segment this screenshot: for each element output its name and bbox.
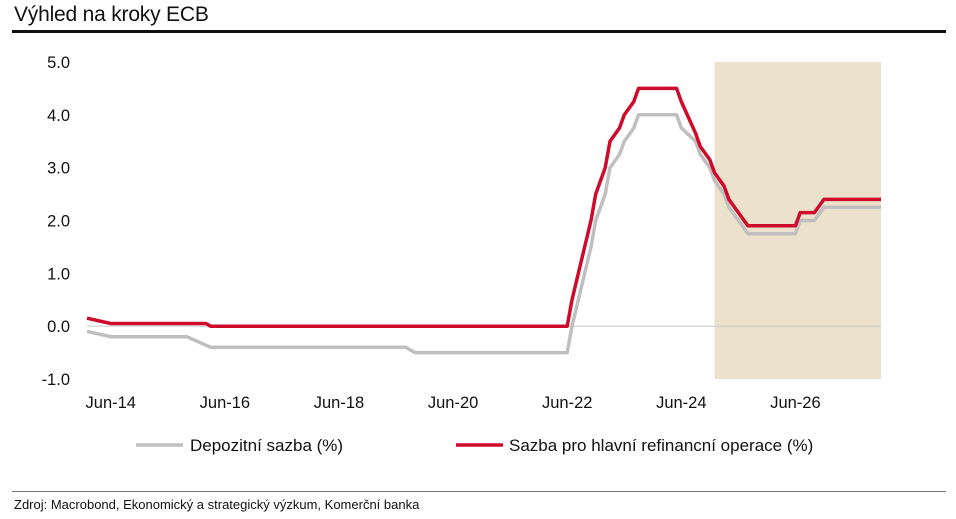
series-line-1 <box>86 86 881 328</box>
y-tick-label: 1.0 <box>47 265 70 283</box>
y-tick-label: 3.0 <box>47 160 70 178</box>
source-rule <box>12 491 946 492</box>
y-tick-label: 5.0 <box>47 54 70 72</box>
source-note: Zdroj: Macrobond, Ekonomický a strategic… <box>14 497 420 512</box>
legend-label-1: Sazba pro hlavní refinancní operace (%) <box>509 436 813 455</box>
x-tick-label: Jun-26 <box>770 394 820 412</box>
chart-title: Výhled na kroky ECB <box>14 3 209 26</box>
y-tick-label: -1.0 <box>42 371 70 389</box>
x-tick-label: Jun-14 <box>86 394 136 412</box>
series-line-0 <box>86 113 881 355</box>
x-tick-label: Jun-18 <box>314 394 364 412</box>
y-tick-label: 0.0 <box>47 318 70 336</box>
x-tick-label: Jun-20 <box>428 394 478 412</box>
y-tick-label: 4.0 <box>47 107 70 125</box>
title-rule <box>12 30 946 33</box>
x-tick-label: Jun-22 <box>542 394 592 412</box>
x-tick-label: Jun-24 <box>656 394 706 412</box>
x-tick-label: Jun-16 <box>200 394 250 412</box>
y-tick-label: 2.0 <box>47 213 70 231</box>
legend-label-0: Depozitní sazba (%) <box>190 436 343 455</box>
